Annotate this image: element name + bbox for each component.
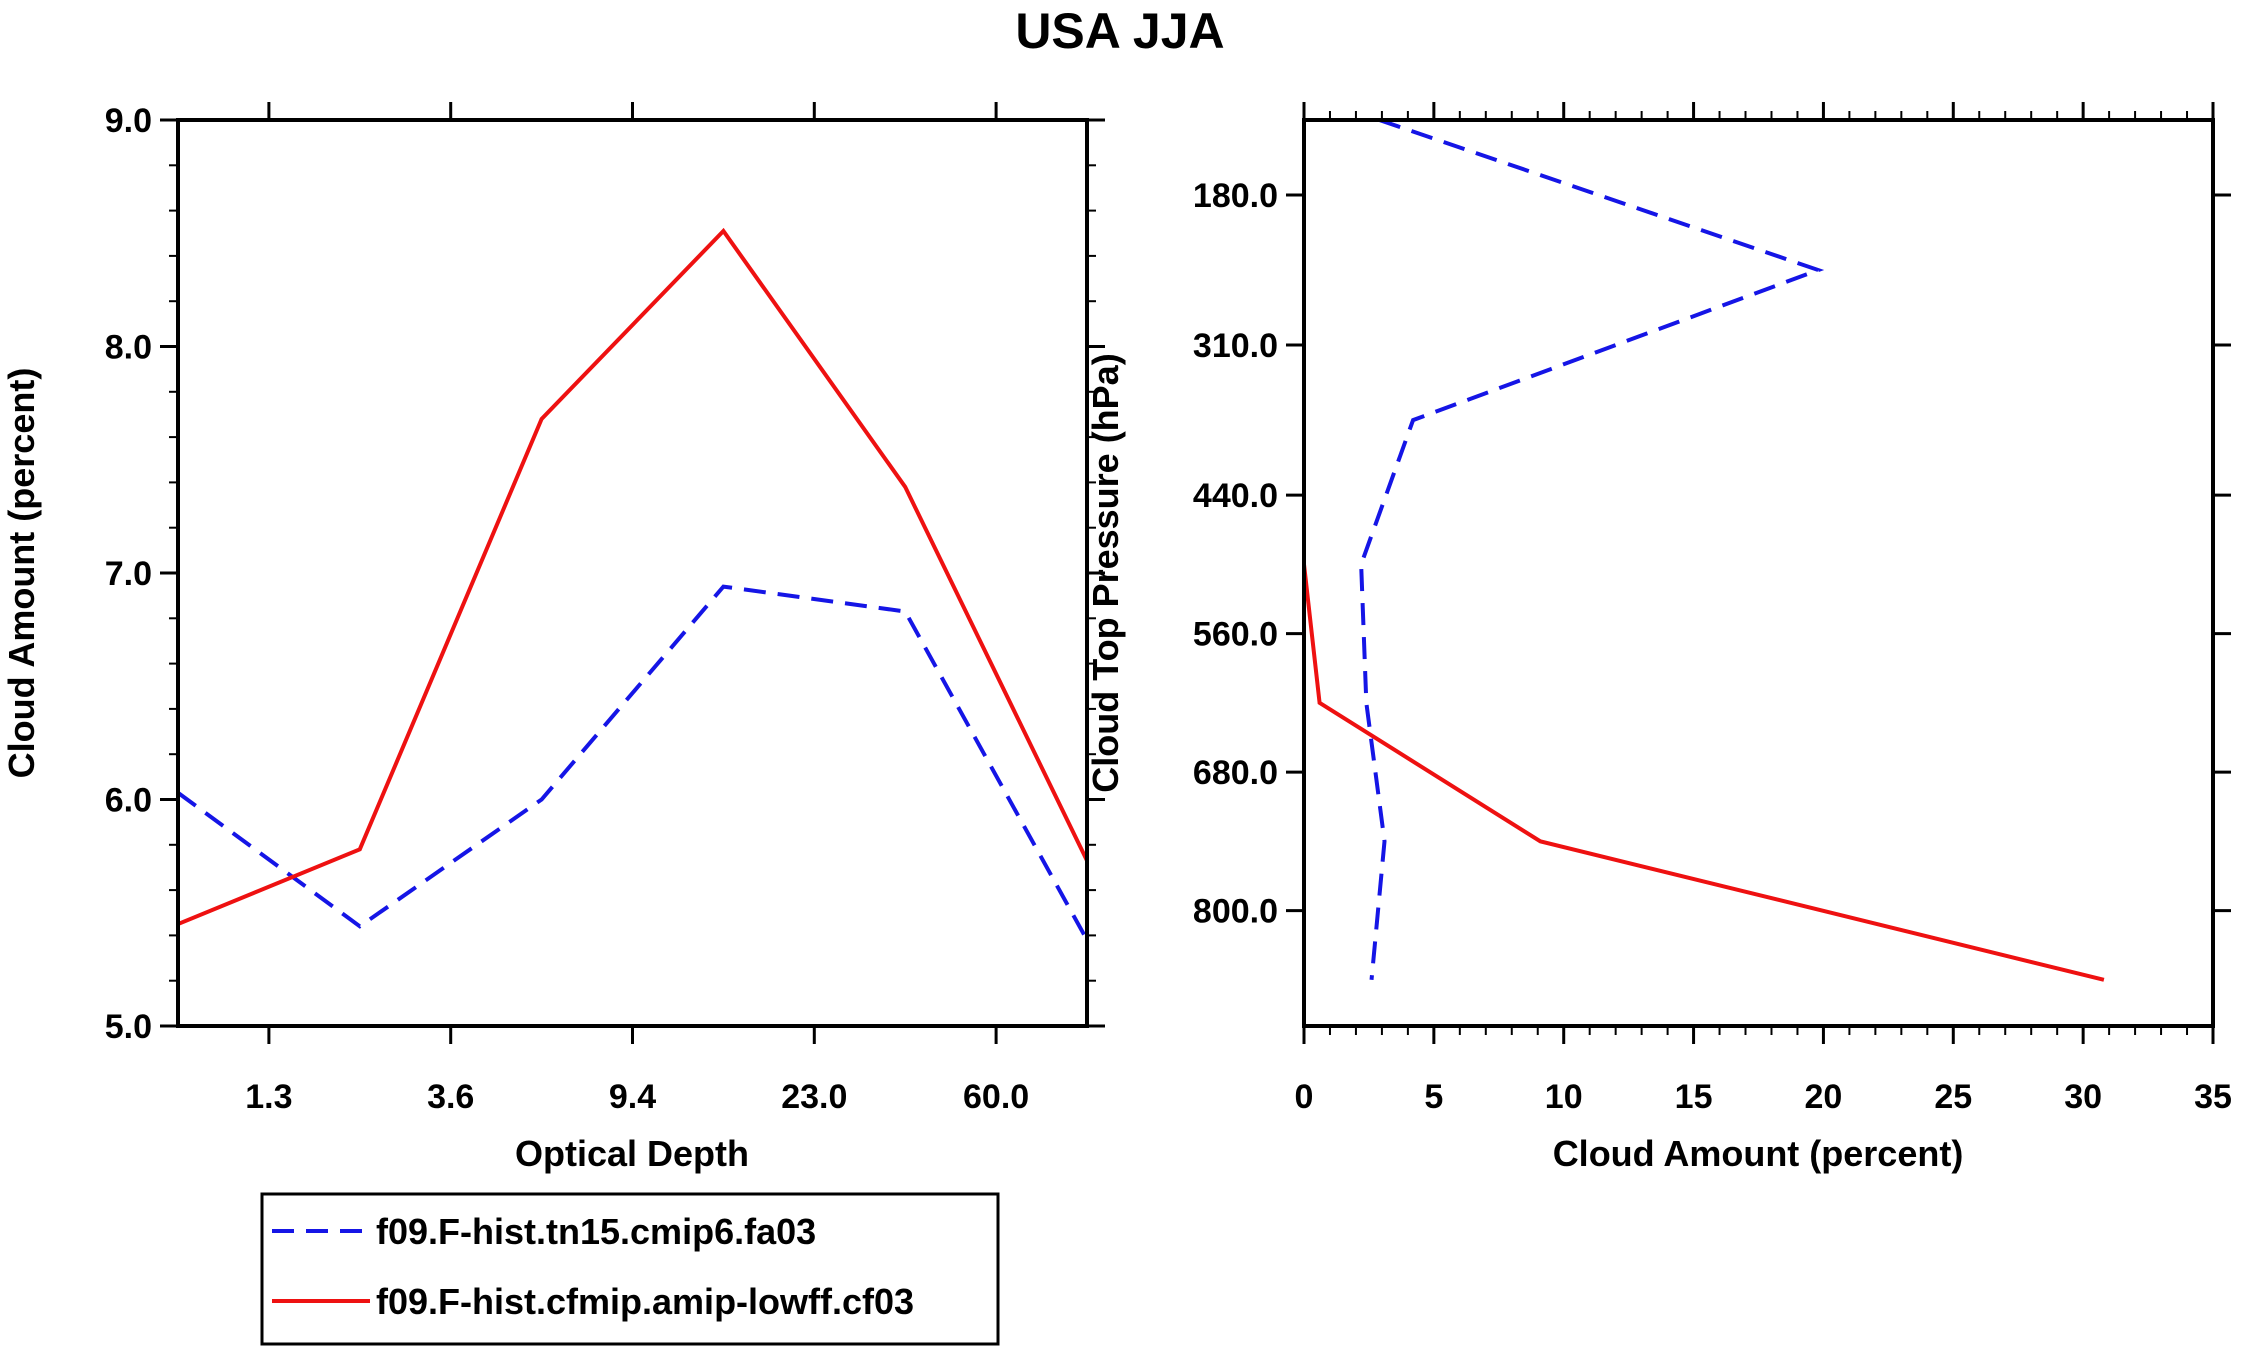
right-y-tick-label: 680.0 (1193, 754, 1278, 792)
right-x-tick-label: 10 (1545, 1078, 1583, 1116)
right-ticks (1286, 102, 2231, 1044)
legend-label-cf03: f09.F-hist.cfmip.amip-lowff.cf03 (376, 1281, 914, 1322)
right-x-tick-label: 0 (1295, 1078, 1314, 1116)
left-series-line-1 (177, 227, 1089, 926)
left-tick-labels: 5.0 6.0 7.0 8.0 9.0 1.3 3.6 9.4 23.0 60.0 (105, 102, 1029, 1116)
right-series-group (1302, 118, 2105, 982)
right-series-line-0 (1359, 118, 1825, 981)
legend-label-fa03: f09.F-hist.tn15.cmip6.fa03 (376, 1211, 816, 1252)
legend-box (260, 1192, 1000, 1346)
left-x-axis-label: Optical Depth (515, 1133, 749, 1174)
right-plot-frame (1302, 118, 2215, 1028)
right-y-tick-label: 440.0 (1193, 477, 1278, 515)
left-y-tick-label: 7.0 (105, 555, 152, 593)
left-x-tick-label: 3.6 (427, 1078, 474, 1116)
left-y-tick-label: 6.0 (105, 782, 152, 820)
right-y-tick-label: 310.0 (1193, 327, 1278, 365)
right-x-tick-label: 35 (2194, 1078, 2232, 1116)
left-ticks (160, 102, 1105, 1044)
legend: f09.F-hist.tn15.cmip6.fa03 f09.F-hist.cf… (260, 1192, 1000, 1346)
left-panel: 5.0 6.0 7.0 8.0 9.0 1.3 3.6 9.4 23.0 60.0 Optical… (1, 102, 1105, 1174)
left-x-tick-label: 60.0 (963, 1078, 1029, 1116)
left-series-line-0 (176, 584, 1089, 941)
right-x-tick-label: 5 (1424, 1078, 1443, 1116)
left-x-tick-label: 1.3 (245, 1078, 292, 1116)
left-y-axis-label: Cloud Amount (percent) (1, 368, 42, 779)
left-series-group (176, 227, 1089, 941)
right-y-axis-label: Cloud Top Pressure (hPa) (1085, 353, 1126, 792)
right-y-tick-label: 800.0 (1193, 893, 1278, 931)
right-x-tick-label: 30 (2064, 1078, 2102, 1116)
figure-title: USA JJA (1015, 3, 1224, 59)
right-panel: 0 5 10 15 20 25 30 35 180.0 310.0 440.0 560.0 680.0 8… (1085, 102, 2232, 1174)
left-plot-frame (176, 118, 1089, 1028)
right-series-line-1 (1302, 120, 2105, 982)
right-y-tick-label: 560.0 (1193, 616, 1278, 654)
left-y-tick-label: 8.0 (105, 329, 152, 367)
left-x-tick-label: 23.0 (781, 1078, 847, 1116)
left-y-tick-label: 9.0 (105, 102, 152, 140)
right-x-tick-label: 20 (1805, 1078, 1843, 1116)
left-y-tick-label: 5.0 (105, 1008, 152, 1046)
left-x-tick-label: 9.4 (609, 1078, 656, 1116)
right-x-tick-label: 25 (1934, 1078, 1972, 1116)
right-tick-labels: 0 5 10 15 20 25 30 35 180.0 310.0 440.0 560.0 680.0 8… (1193, 177, 2232, 1116)
right-x-tick-label: 15 (1675, 1078, 1713, 1116)
right-x-axis-label: Cloud Amount (percent) (1553, 1133, 1964, 1174)
right-y-tick-label: 180.0 (1193, 177, 1278, 215)
